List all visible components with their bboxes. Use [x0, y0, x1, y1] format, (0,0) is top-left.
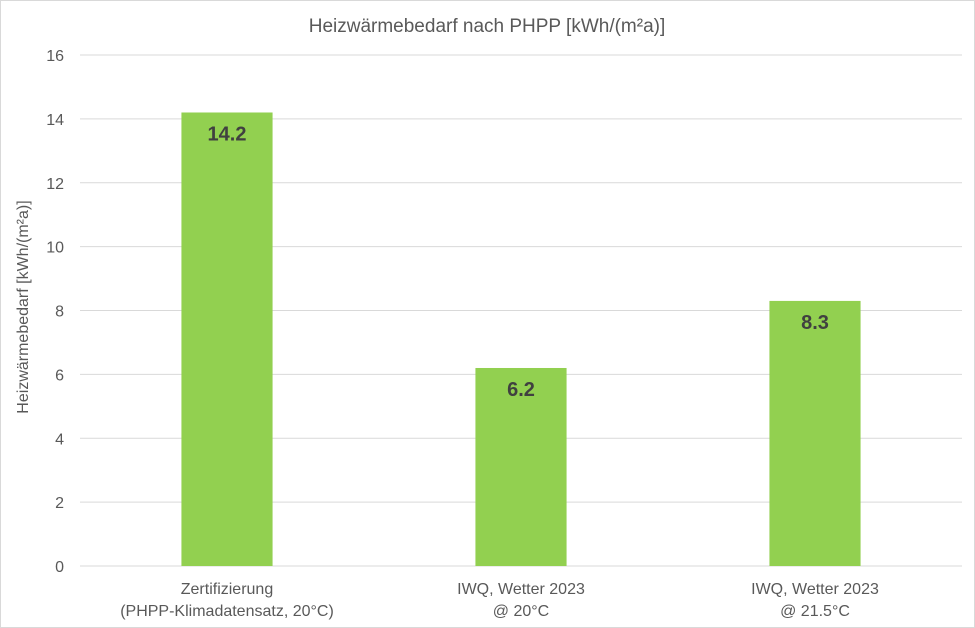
- y-tick-label: 0: [55, 559, 64, 576]
- y-axis-ticks: 0 2 4 6 8 10 12 14 16: [46, 48, 64, 576]
- y-tick-label: 14: [46, 112, 64, 129]
- y-tick-label: 6: [55, 367, 64, 384]
- y-tick-label: 12: [46, 176, 64, 193]
- bar: [769, 300, 861, 566]
- bar: [475, 367, 567, 566]
- category-label: @ 20°C: [493, 603, 549, 620]
- data-label: 8.3: [801, 312, 829, 334]
- bar: [181, 112, 273, 567]
- data-label: 6.2: [507, 379, 535, 401]
- y-tick-label: 4: [55, 431, 64, 448]
- category-label: @ 21.5°C: [780, 603, 850, 620]
- chart-title: Heizwärmebedarf nach PHPP [kWh/(m²a)]: [309, 16, 666, 37]
- y-tick-label: 2: [55, 495, 64, 512]
- category-label: (PHPP-Klimadatensatz, 20°C): [120, 603, 334, 620]
- x-axis-categories: Zertifizierung (PHPP-Klimadatensatz, 20°C…: [120, 581, 879, 620]
- category-label: Zertifizierung: [181, 581, 273, 598]
- category-label: IWQ, Wetter 2023: [751, 581, 879, 598]
- data-label: 14.2: [208, 123, 247, 145]
- data-labels: 14.2 6.2 8.3: [208, 123, 829, 401]
- y-tick-label: 16: [46, 48, 64, 65]
- y-tick-label: 10: [46, 240, 64, 257]
- y-tick-label: 8: [55, 304, 64, 321]
- y-axis-label: Heizwärmebedarf [kWh/(m²a)]: [15, 200, 32, 413]
- bars: [181, 112, 861, 567]
- category-label: IWQ, Wetter 2023: [457, 581, 585, 598]
